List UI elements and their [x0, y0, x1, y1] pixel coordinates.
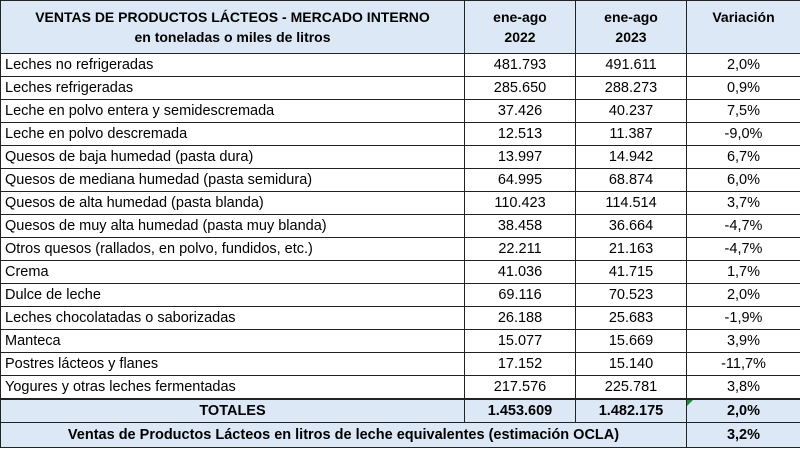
product-name-cell: Leches no refrigeradas	[0, 53, 465, 77]
value-2023-cell: 15.140	[575, 352, 687, 376]
value-2022-cell: 26.188	[464, 306, 576, 330]
value-2023-cell: 70.523	[575, 283, 687, 307]
value-2022-cell: 217.576	[464, 375, 576, 400]
value-2023-cell: 114.514	[575, 191, 687, 215]
table-row: Leche en polvo entera y semidescremada 37…	[0, 99, 800, 123]
variation-cell: 3,8%	[686, 375, 800, 400]
product-name-cell: Yogures y otras leches fermentadas	[0, 375, 465, 400]
product-name-cell: Quesos de baja humedad (pasta dura)	[0, 145, 465, 169]
product-name-cell: Postres lácteos y flanes	[0, 352, 465, 376]
variation-cell: -9,0%	[686, 122, 800, 146]
value-2023-cell: 68.874	[575, 168, 687, 192]
table-row: Quesos de muy alta humedad (pasta muy bl…	[0, 214, 800, 238]
value-2022-cell: 64.995	[464, 168, 576, 192]
product-name-cell: Crema	[0, 260, 465, 284]
variation-cell: 7,5%	[686, 99, 800, 123]
value-2023-cell: 15.669	[575, 329, 687, 353]
col-variation-header: Variación	[686, 0, 800, 54]
table-row: Postres lácteos y flanes 17.152 15.140 -11,…	[0, 352, 800, 376]
value-2022-cell: 13.997	[464, 145, 576, 169]
variation-cell: -1,9%	[686, 306, 800, 330]
variation-cell: 0,9%	[686, 76, 800, 100]
value-2023-cell: 14.942	[575, 145, 687, 169]
product-name-cell: Dulce de leche	[0, 283, 465, 307]
variation-cell: 2,0%	[686, 53, 800, 77]
table-row: Quesos de alta humedad (pasta blanda) 110…	[0, 191, 800, 215]
table-row: Leche en polvo descremada 12.513 11.387 -9,…	[0, 122, 800, 146]
totals-row: TOTALES 1.453.609 1.482.175 2,0%	[0, 398, 800, 423]
value-2022-cell: 12.513	[464, 122, 576, 146]
variation-cell: -4,7%	[686, 214, 800, 238]
product-name-cell: Leche en polvo descremada	[0, 122, 465, 146]
ocla-variation: 3,2%	[686, 422, 800, 448]
variation-cell: 6,0%	[686, 168, 800, 192]
value-2022-cell: 17.152	[464, 352, 576, 376]
col-2022-header: ene-ago 2022	[464, 0, 576, 54]
table-subtitle: en toneladas o miles de litros	[134, 29, 331, 45]
product-name-cell: Leche en polvo entera y semidescremada	[0, 99, 465, 123]
value-2023-cell: 225.781	[575, 375, 687, 400]
product-name-cell: Quesos de muy alta humedad (pasta muy bl…	[0, 214, 465, 238]
value-2022-cell: 41.036	[464, 260, 576, 284]
header-row: VENTAS DE PRODUCTOS LÁCTEOS - MERCADO IN…	[0, 0, 800, 54]
table-row: Otros quesos (rallados, en polvo, fundid…	[0, 237, 800, 261]
value-2022-cell: 22.211	[464, 237, 576, 261]
value-2023-cell: 36.664	[575, 214, 687, 238]
product-name-cell: Leches refrigeradas	[0, 76, 465, 100]
table-row: Dulce de leche 69.116 70.523 2,0%	[0, 283, 800, 307]
value-2022-cell: 15.077	[464, 329, 576, 353]
value-2022-cell: 285.650	[464, 76, 576, 100]
value-2023-cell: 21.163	[575, 237, 687, 261]
col-2023-header: ene-ago 2023	[575, 0, 687, 54]
variation-cell: -4,7%	[686, 237, 800, 261]
variation-cell: 1,7%	[686, 260, 800, 284]
value-2023-cell: 41.715	[575, 260, 687, 284]
ocla-label: Ventas de Productos Lácteos en litros de…	[0, 422, 687, 448]
totals-2023: 1.482.175	[575, 398, 687, 423]
table-row: Yogures y otras leches fermentadas 217.57…	[0, 375, 800, 400]
product-name-cell: Quesos de alta humedad (pasta blanda)	[0, 191, 465, 215]
ocla-row: Ventas de Productos Lácteos en litros de…	[0, 422, 800, 448]
product-name-cell: Leches chocolatadas o saborizadas	[0, 306, 465, 330]
value-2022-cell: 110.423	[464, 191, 576, 215]
totals-variation: 2,0%	[686, 398, 800, 423]
variation-cell: 3,7%	[686, 191, 800, 215]
product-name-cell: Quesos de mediana humedad (pasta semidur…	[0, 168, 465, 192]
value-2022-cell: 37.426	[464, 99, 576, 123]
value-2023-cell: 25.683	[575, 306, 687, 330]
table-row: Manteca 15.077 15.669 3,9%	[0, 329, 800, 353]
value-2023-cell: 288.273	[575, 76, 687, 100]
product-name-cell: Manteca	[0, 329, 465, 353]
table-row: Leches no refrigeradas 481.793 491.611 2,0%	[0, 53, 800, 77]
table-row: Leches chocolatadas o saborizadas 26.188 2…	[0, 306, 800, 330]
totals-2022: 1.453.609	[464, 398, 576, 423]
table-title: VENTAS DE PRODUCTOS LÁCTEOS - MERCADO IN…	[35, 9, 430, 25]
variation-cell: 6,7%	[686, 145, 800, 169]
value-2022-cell: 38.458	[464, 214, 576, 238]
value-2023-cell: 40.237	[575, 99, 687, 123]
table-title-cell: VENTAS DE PRODUCTOS LÁCTEOS - MERCADO IN…	[0, 0, 465, 54]
value-2022-cell: 69.116	[464, 283, 576, 307]
value-2023-cell: 491.611	[575, 53, 687, 77]
table-row: Crema 41.036 41.715 1,7%	[0, 260, 800, 284]
variation-cell: 2,0%	[686, 283, 800, 307]
table-row: Quesos de mediana humedad (pasta semidur…	[0, 168, 800, 192]
variation-cell: -11,7%	[686, 352, 800, 376]
value-2022-cell: 481.793	[464, 53, 576, 77]
table-row: Leches refrigeradas 285.650 288.273 0,9%	[0, 76, 800, 100]
totals-label: TOTALES	[0, 398, 465, 423]
product-name-cell: Otros quesos (rallados, en polvo, fundid…	[0, 237, 465, 261]
variation-cell: 3,9%	[686, 329, 800, 353]
value-2023-cell: 11.387	[575, 122, 687, 146]
table-row: Quesos de baja humedad (pasta dura) 13.99…	[0, 145, 800, 169]
